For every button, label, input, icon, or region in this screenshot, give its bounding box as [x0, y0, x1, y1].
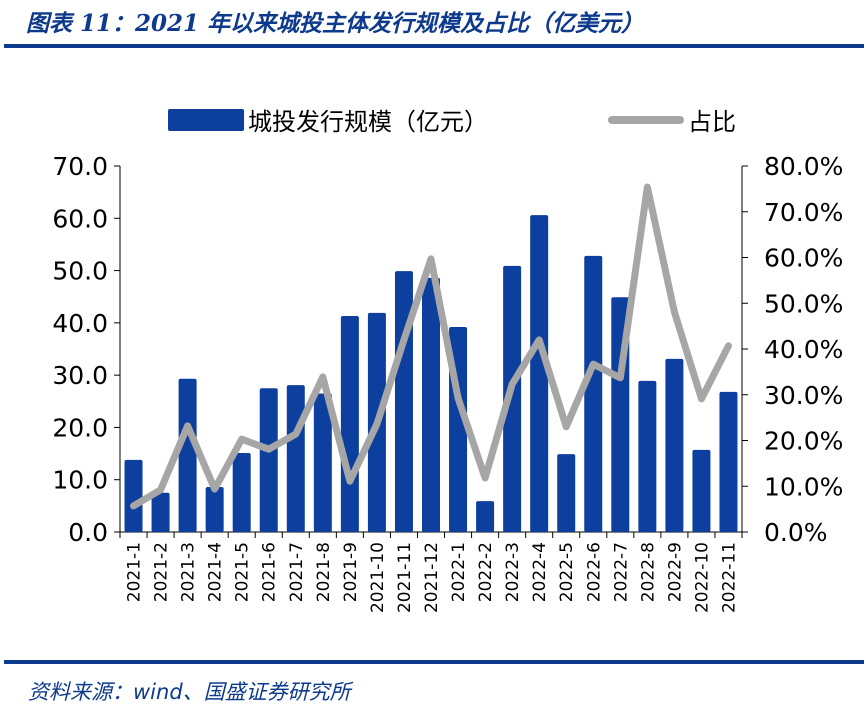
right-tick-label: 80.0%: [764, 152, 843, 181]
x-tick-label: 2022-6: [584, 542, 604, 602]
left-tick-label: 30.0: [52, 361, 108, 390]
bar-2021-2: [151, 492, 170, 532]
right-tick-label: 20.0%: [764, 427, 843, 456]
right-tick-label: 10.0%: [764, 472, 843, 501]
x-tick-label: 2022-2: [476, 542, 496, 602]
bar-2021-7: [286, 385, 305, 532]
x-tick-label: 2021-4: [206, 542, 226, 602]
x-tick-label: 2022-7: [611, 542, 631, 602]
x-tick-label: 2022-4: [530, 542, 550, 602]
x-tick-label: 2021-2: [152, 542, 172, 602]
right-tick-label: 30.0%: [764, 381, 843, 410]
left-tick-label: 40.0: [52, 309, 108, 338]
legend-line-label: 占比: [688, 108, 736, 136]
bar-2021-4: [205, 487, 224, 532]
x-tick-label: 2022-10: [692, 542, 712, 613]
x-tick-label: 2021-7: [287, 542, 307, 602]
bar-2022-10: [692, 449, 711, 532]
x-tick-label: 2022-3: [503, 542, 523, 602]
x-tick-label: 2021-12: [422, 542, 442, 613]
x-tick-label: 2021-5: [233, 542, 253, 602]
bar-2022-9: [665, 358, 684, 532]
bar-2021-3: [178, 378, 197, 532]
legend-bar-swatch: [168, 109, 244, 131]
x-tick-label: 2021-10: [368, 542, 388, 613]
bar-2022-4: [530, 215, 549, 533]
bar-2022-3: [503, 265, 522, 532]
bar-2022-5: [557, 454, 576, 532]
x-tick-label: 2022-1: [449, 542, 469, 602]
source-note: 资料来源：wind、国盛证券研究所: [28, 680, 351, 704]
right-tick-label: 60.0%: [764, 244, 843, 273]
left-tick-label: 50.0: [52, 257, 108, 286]
x-tick-label: 2021-11: [395, 542, 415, 613]
source-rule: [4, 660, 864, 664]
right-tick-label: 50.0%: [764, 289, 843, 318]
left-tick-label: 0.0: [68, 518, 108, 547]
x-tick-label: 2022-11: [719, 542, 739, 613]
left-tick-label: 60.0: [52, 204, 108, 233]
x-tick-label: 2021-9: [341, 542, 361, 602]
bar-2022-11: [719, 391, 738, 532]
bar-2022-8: [638, 380, 657, 532]
bar-2021-9: [340, 316, 359, 532]
right-tick-label: 70.0%: [764, 198, 843, 227]
bar-2021-1: [124, 459, 143, 532]
bar-2021-12: [422, 277, 440, 532]
x-tick-label: 2021-6: [260, 542, 280, 602]
x-tick-label: 2022-5: [557, 542, 577, 602]
left-tick-label: 20.0: [52, 413, 108, 442]
x-tick-label: 2022-9: [665, 542, 685, 602]
right-tick-label: 40.0%: [764, 335, 843, 364]
chart-title: 图表 11：2021 年以来城投主体发行规模及占比（亿美元）: [26, 10, 645, 37]
right-tick-label: 0.0%: [764, 518, 828, 547]
x-tick-label: 2021-8: [314, 542, 334, 602]
left-tick-label: 10.0: [52, 466, 108, 495]
bar-2021-8: [313, 393, 332, 532]
left-tick-label: 70.0: [52, 152, 108, 181]
bar-2021-5: [232, 453, 251, 532]
legend-bar-label: 城投发行规模（亿元）: [248, 108, 488, 136]
bar-2022-6: [584, 255, 603, 532]
x-tick-label: 2021-1: [125, 542, 145, 602]
x-tick-label: 2021-3: [179, 542, 199, 602]
bar-2021-6: [259, 388, 278, 532]
title-rule: [4, 44, 864, 48]
bar-2022-2: [476, 501, 495, 532]
x-tick-label: 2022-8: [638, 542, 658, 602]
